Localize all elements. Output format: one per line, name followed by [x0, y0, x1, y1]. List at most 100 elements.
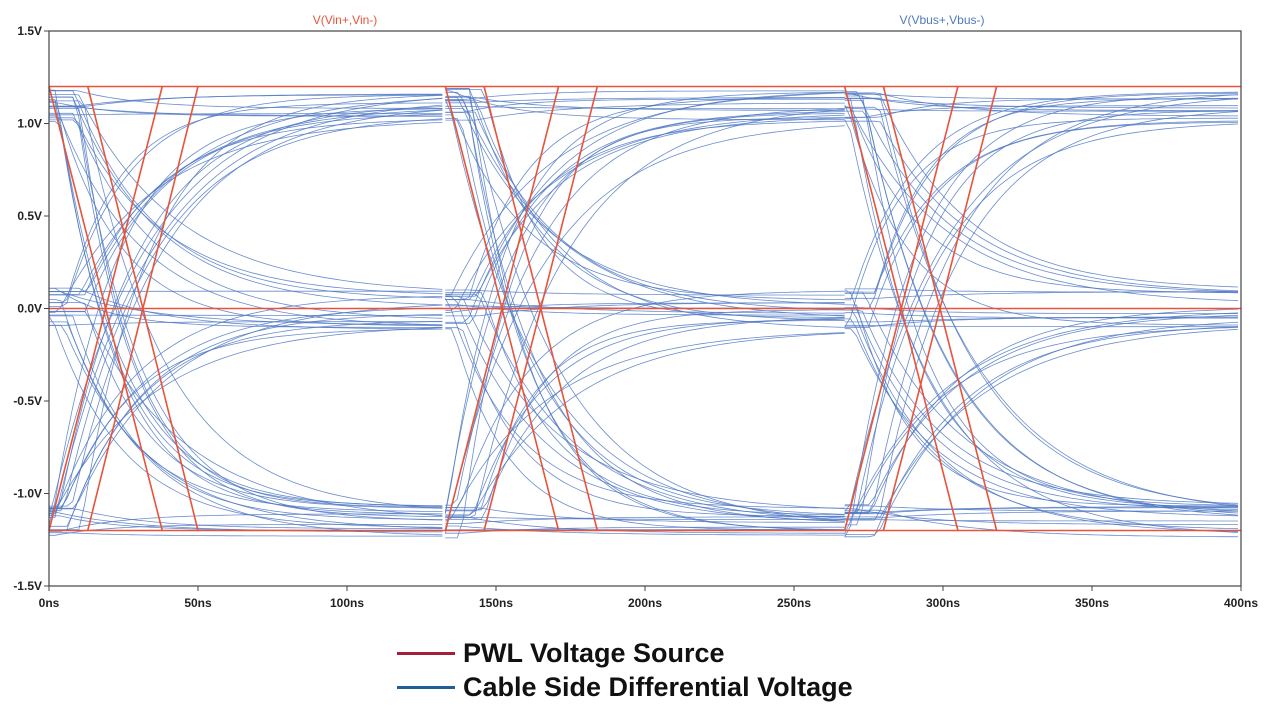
legend: PWL Voltage Source Cable Side Differenti… — [397, 636, 853, 704]
legend-label-cable: Cable Side Differential Voltage — [463, 671, 853, 702]
cable-trace — [49, 96, 443, 521]
cable-trace — [445, 293, 845, 520]
pwl-ramp — [86, 86, 199, 531]
trace-title-vbus: V(Vbus+,Vbus-) — [899, 13, 984, 27]
cable-trace — [844, 97, 1238, 294]
cable-trace — [49, 109, 443, 295]
cable-trace — [445, 117, 845, 297]
cable-trace — [445, 88, 845, 321]
cable-trace — [49, 115, 443, 326]
cable-trace — [844, 326, 1239, 538]
cable-trace — [49, 307, 443, 509]
cable-trace — [445, 97, 845, 104]
cable-trace — [445, 317, 845, 511]
cable-trace — [444, 125, 845, 534]
cable-trace — [49, 302, 443, 509]
cable-trace — [445, 111, 845, 311]
cable-trace — [844, 117, 1239, 294]
cable-trace — [49, 299, 443, 512]
cable-trace — [49, 508, 443, 530]
cable-trace — [445, 516, 845, 534]
cable-trace — [49, 328, 443, 508]
cable-trace — [445, 318, 845, 516]
cable-trace — [844, 92, 1239, 310]
cable-trace — [844, 518, 1238, 522]
cable-trace — [49, 109, 443, 507]
x-tick-label: 400ns — [1224, 596, 1258, 610]
cable-side-traces — [48, 88, 1239, 539]
cable-trace — [445, 114, 845, 311]
cable-trace — [49, 90, 443, 299]
cable-trace — [49, 288, 443, 328]
pwl-ramp — [483, 86, 599, 531]
cable-trace — [445, 516, 845, 524]
cable-trace — [445, 92, 845, 296]
cable-trace — [844, 91, 1239, 301]
x-tick-label: 100ns — [330, 596, 364, 610]
cable-trace — [844, 324, 1238, 328]
cable-trace — [49, 117, 443, 517]
cable-trace — [445, 507, 845, 523]
cable-trace — [49, 532, 443, 537]
cable-trace — [844, 92, 1238, 117]
cable-trace — [445, 90, 845, 100]
cable-trace — [49, 102, 443, 117]
cable-trace — [445, 289, 845, 296]
cable-trace — [48, 97, 443, 517]
cable-trace — [844, 93, 1239, 288]
cable-trace — [844, 307, 1238, 314]
cable-trace — [445, 114, 845, 301]
legend-swatch-pwl — [397, 651, 455, 655]
cable-trace — [844, 106, 1239, 302]
cable-trace — [844, 105, 1238, 118]
cable-trace — [844, 506, 1238, 514]
cable-trace — [844, 507, 1238, 515]
cable-trace — [49, 93, 443, 107]
cable-trace — [844, 117, 1238, 328]
cable-trace — [49, 100, 443, 509]
x-tick-label: 300ns — [926, 596, 960, 610]
cable-trace — [445, 320, 845, 512]
cable-trace — [844, 510, 1238, 520]
cable-trace — [445, 292, 845, 516]
legend-swatch-cable — [397, 685, 455, 689]
x-tick-label: 350ns — [1075, 596, 1109, 610]
cable-trace — [49, 89, 443, 515]
pwl-ramp — [843, 86, 959, 531]
eye-diagram-plot: 1.5V 1.0V 0.5V 0.0V -0.5V -1.0V -1.5V 0ns 50ns 10… — [13, 13, 1258, 610]
x-tick-label: 50ns — [184, 596, 212, 610]
cable-trace — [445, 295, 845, 510]
cable-trace — [844, 98, 1239, 509]
y-tick-label: 1.0V — [17, 117, 42, 131]
y-tick-label: -0.5V — [13, 394, 42, 408]
cable-trace — [445, 89, 845, 121]
cable-trace — [844, 321, 1239, 535]
y-tick-label: -1.0V — [13, 487, 42, 501]
cable-trace — [844, 509, 1239, 538]
cable-trace — [49, 310, 443, 517]
cable-trace — [445, 309, 845, 520]
cable-trace — [844, 120, 1239, 292]
cable-trace — [49, 325, 443, 529]
cable-trace — [445, 91, 845, 323]
cable-trace — [844, 329, 1239, 518]
x-tick-label: 150ns — [479, 596, 513, 610]
cable-trace — [49, 90, 443, 109]
cable-trace — [844, 309, 1239, 504]
legend-item-cable: Cable Side Differential Voltage — [397, 670, 853, 704]
trace-title-vin: V(Vin+,Vin-) — [313, 13, 378, 27]
cable-trace — [445, 328, 845, 531]
cable-trace — [445, 118, 845, 515]
pwl-ramp — [444, 86, 560, 531]
cable-trace — [48, 327, 443, 515]
cable-trace — [49, 112, 443, 319]
cable-trace — [445, 299, 845, 314]
cable-trace — [49, 95, 443, 530]
cable-trace — [49, 287, 443, 330]
cable-trace — [445, 99, 845, 522]
cable-trace — [49, 315, 443, 520]
y-tick-label: 1.5V — [17, 24, 42, 38]
pwl-traces — [48, 85, 1241, 532]
cable-trace — [49, 320, 443, 532]
cable-trace — [445, 108, 845, 506]
